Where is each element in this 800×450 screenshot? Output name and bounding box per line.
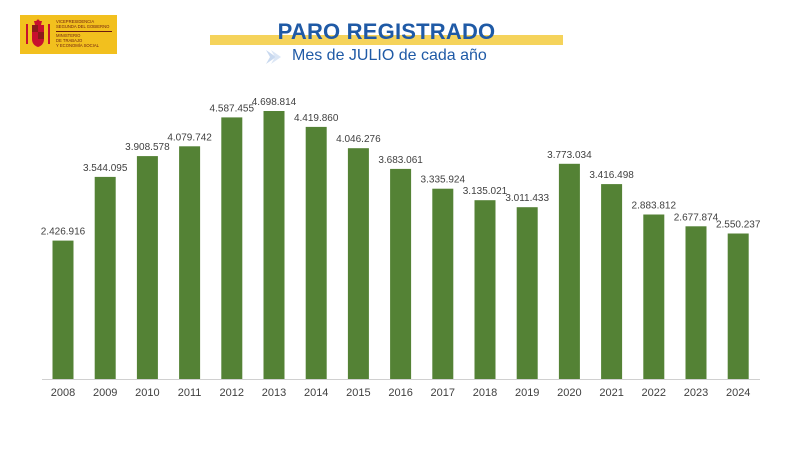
x-tick-label-2021: 2021: [599, 387, 623, 399]
logo-divider: [56, 31, 112, 32]
data-label-2018: 3.135.021: [463, 186, 508, 197]
x-tick-label-2020: 2020: [557, 387, 581, 399]
bar-2010: [136, 156, 158, 379]
data-label-2008: 2.426.916: [41, 227, 86, 238]
bar-2022: [643, 214, 665, 379]
x-tick-label-2024: 2024: [726, 387, 750, 399]
data-label-2015: 4.046.276: [336, 134, 381, 145]
government-logo: VICEPRESIDENCIA SEGUNDA DEL GOBIERNO MIN…: [20, 15, 117, 54]
x-tick-label-2017: 2017: [431, 387, 455, 399]
data-label-2011: 4.079.742: [167, 132, 212, 143]
data-label-2016: 3.683.061: [378, 155, 423, 166]
bar-2023: [685, 226, 707, 379]
bar-2017: [432, 188, 454, 379]
x-tick-label-2019: 2019: [515, 387, 539, 399]
data-label-2017: 3.335.924: [421, 175, 466, 186]
bar-2012: [221, 117, 243, 380]
x-tick-label-2014: 2014: [304, 387, 328, 399]
bar-2015: [347, 148, 369, 379]
coat-of-arms-icon: [26, 19, 50, 47]
x-tick-label-2012: 2012: [220, 387, 244, 399]
bar-2008: [52, 240, 74, 379]
bar-2009: [94, 176, 116, 379]
chart-title: PARO REGISTRADO: [277, 19, 496, 44]
x-tick-label-2015: 2015: [346, 387, 370, 399]
bar-2024: [727, 233, 749, 379]
logo-text-ministerio: MINISTERIO DE TRABAJO Y ECONOMÍA SOCIAL: [56, 33, 99, 48]
data-label-2023: 2.677.874: [674, 212, 719, 223]
data-label-2010: 3.908.578: [125, 142, 170, 153]
data-label-2012: 4.587.455: [210, 103, 255, 114]
bar-2011: [179, 146, 201, 379]
data-label-2022: 2.883.812: [632, 201, 677, 212]
x-tick-label-2013: 2013: [262, 387, 286, 399]
x-tick-label-2018: 2018: [473, 387, 497, 399]
x-tick-label-2022: 2022: [642, 387, 666, 399]
bar-2014: [305, 126, 327, 380]
x-tick-label-2009: 2009: [93, 387, 117, 399]
data-label-2020: 3.773.034: [547, 150, 592, 161]
bar-2016: [390, 168, 412, 379]
logo-text-vicepresidencia: VICEPRESIDENCIA SEGUNDA DEL GOBIERNO: [56, 19, 110, 29]
x-tick-label-2010: 2010: [135, 387, 159, 399]
data-label-2014: 4.419.860: [294, 113, 339, 124]
bar-2020: [558, 163, 580, 379]
data-label-2021: 3.416.498: [589, 170, 634, 181]
x-tick-label-2008: 2008: [51, 387, 75, 399]
bar-2021: [601, 184, 623, 379]
bar-2018: [474, 200, 496, 379]
x-tick-label-2016: 2016: [388, 387, 412, 399]
bar-2019: [516, 207, 538, 379]
data-label-2019: 3.011.433: [505, 193, 549, 204]
bar-2013: [263, 111, 285, 379]
data-label-2013: 4.698.814: [252, 97, 297, 108]
data-label-2009: 3.544.095: [83, 163, 128, 174]
chart-subtitle: Mes de JULIO de cada año: [292, 47, 487, 64]
data-label-2024: 2.550.237: [716, 220, 761, 231]
chevron-right-icon: [266, 50, 281, 64]
title-underline-band: [210, 35, 563, 45]
x-tick-label-2011: 2011: [178, 387, 202, 399]
x-tick-label-2023: 2023: [684, 387, 708, 399]
